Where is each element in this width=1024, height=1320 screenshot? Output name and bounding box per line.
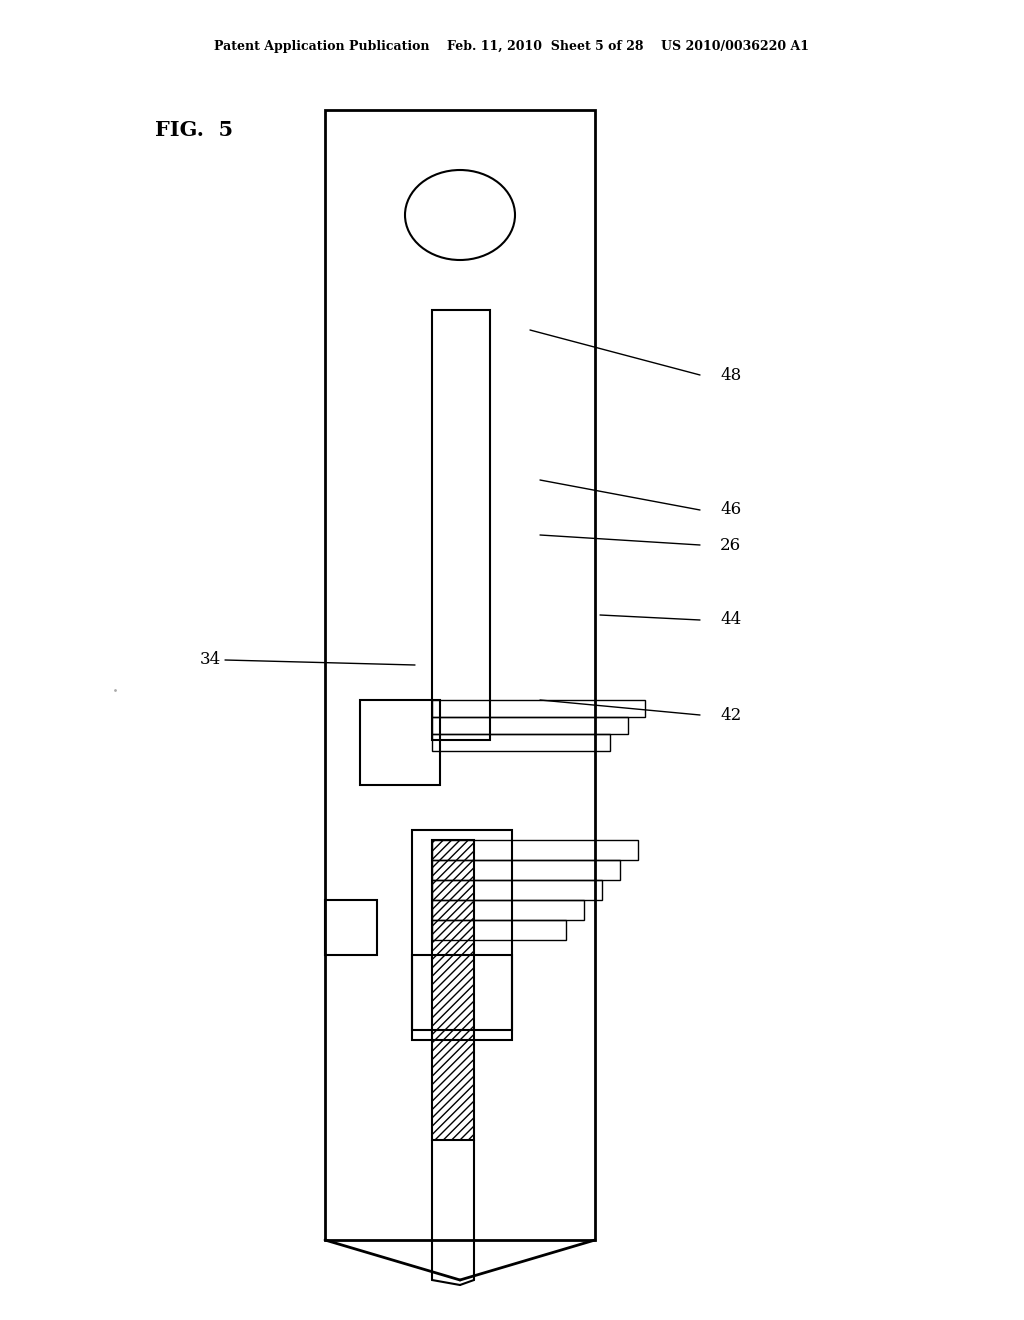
Bar	[412, 830, 512, 1030]
Bar	[360, 700, 440, 785]
Bar	[432, 920, 566, 940]
Text: 26: 26	[720, 536, 741, 553]
Bar	[432, 310, 490, 741]
Text: 46: 46	[720, 502, 741, 519]
Text: Patent Application Publication    Feb. 11, 2010  Sheet 5 of 28    US 2010/003622: Patent Application Publication Feb. 11, …	[214, 40, 810, 53]
Bar	[432, 880, 602, 900]
Bar	[432, 717, 628, 734]
Text: 34: 34	[200, 652, 221, 668]
Bar	[325, 900, 377, 954]
Bar	[325, 110, 595, 1239]
Bar	[412, 954, 512, 1040]
Text: 48: 48	[720, 367, 741, 384]
Text: 42: 42	[720, 706, 741, 723]
Bar	[432, 700, 645, 717]
Bar	[432, 900, 584, 920]
Text: 44: 44	[720, 611, 741, 628]
Bar	[432, 861, 620, 880]
Bar	[432, 840, 638, 861]
Bar	[432, 734, 610, 751]
Bar	[432, 840, 474, 1140]
Text: FIG.  5: FIG. 5	[155, 120, 233, 140]
